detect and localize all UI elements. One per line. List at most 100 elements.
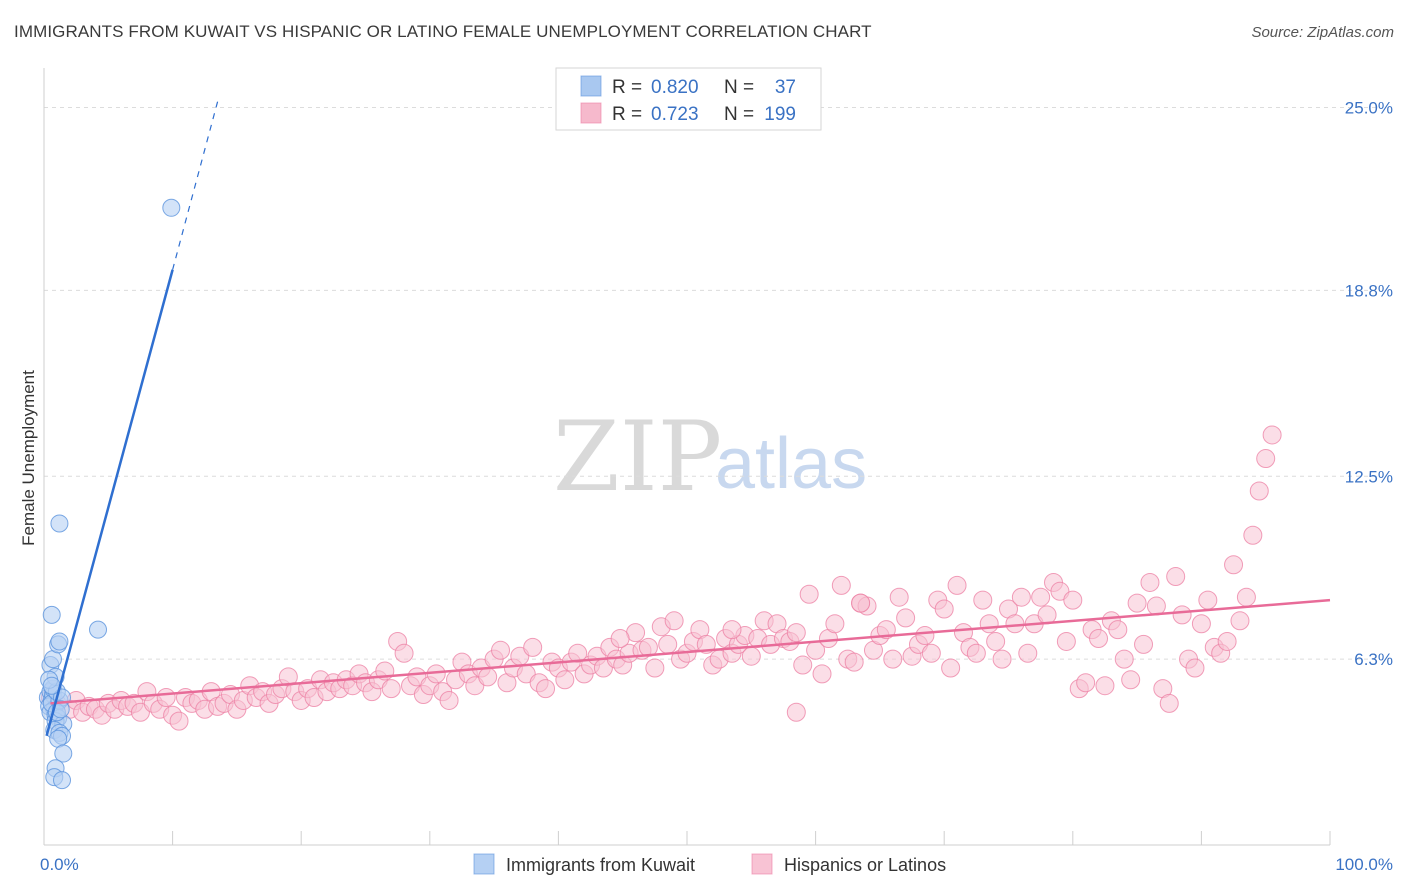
hispanic-point-151 (1018, 643, 1038, 663)
hispanic-point-154 (1037, 605, 1057, 625)
hispanic-point-95 (658, 634, 678, 654)
hispanic-point-54 (394, 643, 414, 663)
chart-source: Source: ZipAtlas.com (1251, 24, 1394, 41)
kuwait-point-23 (53, 771, 72, 790)
watermark-zip: ZIP (553, 401, 722, 513)
hispanic-point-179 (1198, 590, 1218, 610)
hispanic-point-52 (381, 679, 401, 699)
hispanic-point-165 (1108, 620, 1128, 640)
hispanic-point-163 (1095, 676, 1115, 696)
hispanic-point-175 (1172, 605, 1192, 625)
y-tick-label-3: 25.0% (1345, 99, 1393, 118)
y-tick-label-1: 12.5% (1345, 467, 1393, 486)
hispanic-point-135 (915, 626, 935, 646)
hispanic-point-81 (568, 643, 588, 663)
chart-title: IMMIGRANTS FROM KUWAIT VS HISPANIC OR LA… (14, 22, 872, 41)
hispanic-point-192 (722, 620, 742, 640)
hispanic-point-144 (973, 590, 993, 610)
stats-legend-swatch-1 (580, 102, 602, 124)
hispanic-point-183 (1224, 555, 1244, 575)
series-hispanics-points (40, 425, 1282, 731)
hispanic-point-169 (1134, 634, 1154, 654)
hispanic-point-61 (439, 690, 459, 710)
hispanic-point-170 (1140, 572, 1160, 592)
x-tick-label-0: 0.0% (40, 855, 79, 874)
hispanic-point-115 (786, 623, 806, 643)
hispanic-point-171 (1146, 596, 1166, 616)
bottom-legend-swatch-0 (473, 853, 495, 875)
hispanic-point-93 (645, 658, 665, 678)
hispanic-point-69 (491, 640, 511, 660)
hispanic-point-136 (921, 643, 941, 663)
kuwait-point-32 (162, 198, 181, 217)
bottom-legend: Immigrants from Kuwait Hispanics or Latin… (473, 853, 946, 875)
hispanic-point-157 (1056, 631, 1076, 651)
hispanic-point-174 (1166, 567, 1186, 587)
hispanic-point-178 (1191, 614, 1211, 634)
kuwait-trend-extension (172, 101, 219, 270)
hispanic-point-187 (1249, 481, 1269, 501)
stats-n-label-1: N = (724, 104, 754, 125)
hispanic-point-96 (664, 611, 684, 631)
trend-lines (45, 101, 1331, 737)
hispanic-point-191 (610, 629, 630, 648)
hispanic-trend-line (50, 598, 1331, 705)
hispanic-point-162 (1089, 629, 1109, 648)
hispanic-point-122 (831, 575, 851, 595)
y-axis-title: Female Unemployment (19, 370, 38, 546)
hispanic-point-168 (1127, 593, 1147, 613)
hispanic-point-160 (1076, 673, 1096, 693)
hispanic-point-129 (876, 620, 896, 640)
hispanic-point-166 (1114, 649, 1134, 669)
stats-r-value-1: 0.723 (651, 104, 699, 125)
watermark-atlas: atlas (715, 424, 867, 504)
hispanic-point-139 (941, 658, 961, 678)
kuwait-point-30 (50, 514, 69, 533)
kuwait-point-31 (89, 620, 108, 639)
stats-r-label-1: R = (612, 104, 642, 125)
stats-n-label-0: N = (724, 77, 754, 98)
hispanic-point-67 (478, 667, 498, 687)
bottom-legend-swatch-1 (751, 853, 773, 875)
hispanic-point-130 (883, 649, 903, 669)
hispanic-point-76 (536, 679, 556, 699)
hispanic-point-121 (825, 614, 845, 634)
kuwait-point-20 (54, 744, 73, 763)
y-tick-label-0: 6.3% (1354, 650, 1393, 669)
hispanic-point-150 (1011, 587, 1031, 607)
hispanic-point-124 (844, 652, 864, 672)
hispanic-point-188 (1256, 449, 1276, 469)
hispanic-point-147 (992, 649, 1012, 669)
hispanic-point-17 (156, 688, 176, 707)
hispanic-point-149 (1005, 614, 1025, 634)
x-tick-label-1: 100.0% (1335, 855, 1393, 874)
hispanic-point-146 (986, 631, 1006, 651)
stats-n-value-0: 37 (775, 77, 796, 98)
stats-r-label-0: R = (612, 77, 642, 98)
hispanic-point-177 (1185, 658, 1205, 678)
hispanic-point-140 (947, 575, 967, 595)
hispanic-point-184 (1230, 611, 1250, 631)
hispanic-point-185 (1236, 587, 1256, 607)
hispanic-point-186 (1243, 525, 1263, 545)
stats-r-value-0: 0.820 (651, 77, 699, 98)
hispanic-point-143 (966, 643, 986, 663)
hispanic-point-131 (889, 587, 909, 607)
hispanic-point-153 (1031, 587, 1051, 607)
watermark: ZIP atlas (553, 401, 867, 513)
hispanic-point-119 (812, 664, 832, 684)
stats-legend-swatch-0 (580, 75, 602, 97)
hispanic-point-193 (851, 593, 871, 613)
hispanic-point-167 (1121, 670, 1141, 690)
hispanic-point-138 (934, 599, 954, 619)
hispanic-point-116 (793, 655, 813, 675)
hispanic-point-189 (1262, 425, 1282, 445)
hispanic-point-182 (1217, 631, 1237, 651)
hispanic-point-79 (555, 670, 575, 690)
hispanic-point-158 (1063, 590, 1083, 610)
bottom-legend-label-0: Immigrants from Kuwait (506, 855, 695, 875)
kuwait-trend-line (45, 269, 174, 737)
kuwait-point-29 (42, 605, 61, 624)
stats-n-value-1: 199 (764, 104, 796, 125)
y-tick-label-2: 18.8% (1345, 281, 1393, 300)
